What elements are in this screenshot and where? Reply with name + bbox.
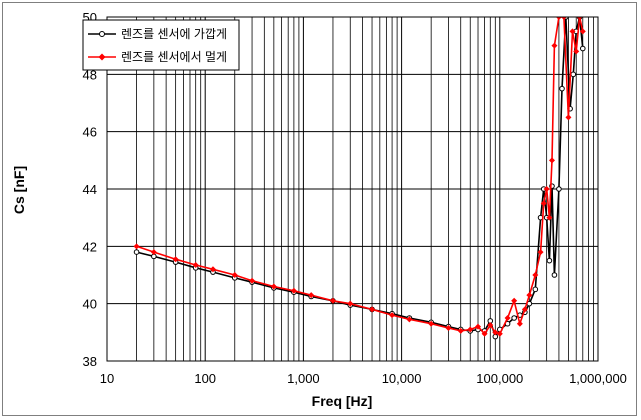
data-point xyxy=(551,272,558,278)
x-tick-label: 100,000 xyxy=(476,371,523,386)
data-point xyxy=(308,292,315,299)
legend-label-series-2: 렌즈를 센서에서 멀게 xyxy=(121,50,227,64)
x-tick-label: 1,000 xyxy=(287,371,320,386)
data-point xyxy=(150,249,157,256)
data-point xyxy=(579,28,586,35)
data-point xyxy=(565,114,572,121)
data-point xyxy=(548,157,555,164)
x-axis-title: Freq [Hz] xyxy=(312,393,373,409)
data-point xyxy=(551,42,558,49)
data-point xyxy=(570,71,577,78)
x-tick-label: 10,000 xyxy=(382,371,422,386)
data-point xyxy=(445,325,452,332)
data-point xyxy=(511,297,518,304)
x-tick-labels: 10 100 1,000 10,000 100,000 1,000,000 xyxy=(100,371,627,386)
data-point xyxy=(560,17,567,20)
data-point xyxy=(209,266,216,273)
legend-label-series-1: 렌즈를 센서에 가깝게 xyxy=(121,27,227,41)
data-point xyxy=(532,286,539,293)
data-point xyxy=(537,249,544,256)
data-point xyxy=(270,283,277,290)
data-point xyxy=(540,200,547,207)
data-point xyxy=(172,256,179,263)
data-point xyxy=(559,85,565,92)
legend-marker-series-2 xyxy=(98,53,106,61)
data-point xyxy=(192,261,199,268)
y-tick-label: 46 xyxy=(83,125,97,140)
data-point xyxy=(290,287,297,294)
data-point xyxy=(487,322,494,329)
data-point xyxy=(576,17,583,20)
series-2 xyxy=(133,17,586,337)
data-point xyxy=(249,277,256,284)
data-point xyxy=(428,320,435,327)
y-tick-label: 44 xyxy=(83,182,97,197)
data-point xyxy=(389,312,396,319)
chart-frame: 10 100 1,000 10,000 100,000 1,000,000 38 40 42 4… xyxy=(2,2,637,416)
data-point xyxy=(526,292,533,299)
x-tick-label: 100 xyxy=(194,371,216,386)
data-point xyxy=(579,45,586,52)
y-tick-label: 38 xyxy=(83,354,97,369)
data-point xyxy=(481,330,488,337)
data-point xyxy=(543,186,550,192)
data-point xyxy=(406,316,413,323)
data-point xyxy=(231,272,238,278)
data-point xyxy=(546,257,553,264)
y-axis-title: Cs [nF] xyxy=(11,166,27,214)
y-tick-label: 40 xyxy=(83,297,97,312)
y-tick-label: 42 xyxy=(83,239,97,254)
data-point xyxy=(532,272,539,278)
data-point xyxy=(511,315,517,321)
data-point xyxy=(133,243,140,250)
y-tick-label: 48 xyxy=(83,67,97,82)
data-point xyxy=(521,306,528,313)
plot-area-border xyxy=(106,16,599,362)
data-point xyxy=(329,297,336,304)
data-point xyxy=(475,323,482,330)
data-point xyxy=(516,320,523,327)
data-point xyxy=(546,214,553,221)
data-point xyxy=(504,315,511,321)
data-point xyxy=(369,306,376,313)
data-point xyxy=(556,186,562,192)
legend-box xyxy=(82,19,240,71)
data-point xyxy=(467,326,474,333)
data-point xyxy=(496,330,503,337)
series-clip-group xyxy=(133,17,586,340)
data-point xyxy=(492,329,499,336)
x-tick-label: 1,000,000 xyxy=(569,371,627,386)
data-point xyxy=(457,327,464,334)
legend-marker-series-1 xyxy=(99,31,105,37)
data-point xyxy=(347,300,354,307)
data-point xyxy=(555,17,562,20)
chart: 10 100 1,000 10,000 100,000 1,000,000 38 40 42 4… xyxy=(11,10,627,409)
data-point xyxy=(133,249,140,255)
series-layer xyxy=(133,17,586,340)
data-point xyxy=(569,28,576,35)
legend: 렌즈를 센서에 가깝게 렌즈를 센서에서 멀게 xyxy=(82,19,240,71)
x-tick-label: 10 xyxy=(100,371,114,386)
data-point xyxy=(573,48,580,55)
